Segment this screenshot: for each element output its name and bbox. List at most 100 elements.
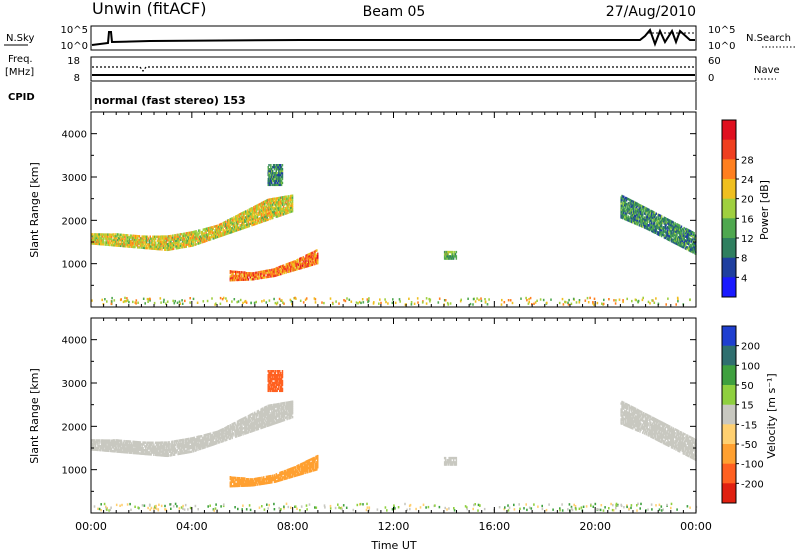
echo-cell — [300, 262, 303, 266]
echo-cell — [240, 431, 242, 435]
echo-cell — [211, 228, 214, 231]
echo-cell — [142, 246, 144, 249]
echo-cell — [243, 226, 245, 230]
echo-cell — [288, 401, 290, 404]
echo-cell — [264, 478, 267, 481]
echo-cell — [184, 241, 187, 245]
echo-cell — [147, 441, 150, 444]
echo-cell — [666, 229, 668, 233]
echo-cell — [628, 212, 630, 215]
echo-cell — [188, 245, 190, 248]
echo-cell — [229, 485, 232, 488]
echo-cell — [240, 216, 242, 219]
echo-cell — [683, 234, 685, 238]
echo-cell — [107, 447, 109, 450]
echo-cell — [653, 211, 656, 214]
echo-cell — [91, 233, 94, 236]
echo-cell — [664, 225, 666, 228]
echo-cell — [179, 450, 181, 454]
echo-cell — [484, 298, 486, 301]
echo-cell — [216, 232, 218, 235]
echo-cell — [98, 443, 100, 446]
echo-cell — [235, 435, 237, 438]
echo-cell — [278, 273, 280, 276]
echo-cell — [229, 427, 232, 431]
echo-cell — [263, 272, 266, 275]
echo-cell — [428, 297, 430, 301]
echo-cell — [276, 215, 278, 218]
echo-cell — [255, 412, 258, 416]
echo-cell — [274, 179, 277, 183]
echo-cell — [167, 237, 169, 240]
echo-cell — [145, 239, 148, 242]
echo-cell — [217, 439, 219, 443]
echo-cell — [162, 242, 164, 246]
echo-cell — [208, 444, 211, 447]
echo-cell — [136, 235, 139, 238]
echo-cell — [220, 232, 223, 235]
echo-cell — [273, 201, 276, 204]
echo-cell — [220, 440, 223, 443]
echo-cell — [249, 419, 251, 422]
echo-cell — [267, 181, 269, 185]
echo-cell — [217, 226, 219, 229]
echo-cell — [293, 264, 296, 267]
echo-cell — [625, 212, 628, 216]
echo-cell — [242, 482, 244, 486]
echo-cell — [275, 413, 278, 416]
echo-cell — [111, 233, 114, 236]
echo-cell — [661, 227, 664, 230]
echo-cell — [687, 229, 690, 232]
echo-cell — [182, 244, 185, 247]
echo-cell — [161, 235, 163, 238]
echo-cell — [261, 424, 263, 428]
echo-cell — [273, 197, 276, 200]
echo-cell — [191, 437, 194, 440]
echo-cell — [107, 439, 109, 442]
echo-cell — [244, 273, 246, 276]
echo-cell — [283, 269, 286, 273]
echo-cell — [261, 407, 263, 411]
echo-cell — [251, 272, 253, 275]
echo-cell — [675, 226, 677, 229]
echo-cell — [177, 451, 179, 454]
echo-cell — [254, 481, 256, 485]
echo-cell — [241, 271, 243, 274]
echo-cell — [450, 250, 452, 254]
echo-cell — [663, 230, 666, 233]
echo-cell — [152, 451, 154, 454]
echo-cell — [202, 232, 205, 235]
echo-cell — [229, 431, 232, 435]
echo-cell — [262, 272, 264, 275]
echo-cell — [161, 239, 163, 242]
echo-cell — [190, 244, 192, 248]
echo-cell — [132, 234, 134, 237]
echo-cell — [235, 431, 237, 434]
echo-cell — [272, 268, 275, 271]
echo-cell — [245, 484, 248, 487]
echo-cell — [190, 441, 193, 444]
echo-cell — [162, 450, 164, 453]
echo-cell — [99, 237, 101, 240]
echo-cell — [276, 203, 278, 206]
echo-cell — [244, 416, 246, 420]
echo-cell — [103, 439, 106, 442]
echo-cell — [267, 166, 269, 169]
echo-cell — [118, 237, 121, 240]
echo-cell — [230, 482, 232, 486]
echo-cell — [116, 237, 118, 240]
echo-cell — [624, 200, 627, 203]
nave-tick-top: 60 — [708, 56, 721, 67]
echo-cell — [252, 414, 254, 417]
echo-cell — [271, 405, 273, 409]
echo-cell — [267, 424, 269, 427]
echo-cell — [107, 235, 109, 238]
echo-cell — [258, 211, 260, 214]
echo-cell — [253, 484, 255, 487]
echo-cell — [276, 272, 278, 275]
echo-cell — [134, 448, 136, 451]
echo-cell — [272, 197, 274, 201]
echo-cell — [683, 236, 685, 240]
echo-cell — [106, 447, 108, 450]
echo-cell — [233, 216, 235, 219]
